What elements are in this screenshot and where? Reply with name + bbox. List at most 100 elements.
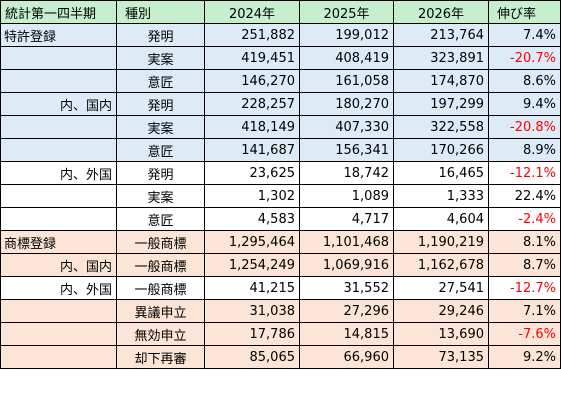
- kind-cell[interactable]: 発明: [116, 92, 205, 116]
- kind-cell[interactable]: 異議申立: [116, 299, 205, 323]
- value-2024-cell[interactable]: 23,625: [204, 161, 300, 185]
- growth-cell[interactable]: -7.6%: [488, 322, 561, 346]
- kind-cell[interactable]: 却下再審: [116, 345, 205, 369]
- kind-cell[interactable]: 発明: [116, 161, 205, 185]
- value-2026-cell[interactable]: 170,266: [393, 138, 489, 162]
- value-2024-cell[interactable]: 418,149: [204, 115, 300, 139]
- growth-cell[interactable]: -12.1%: [488, 161, 561, 185]
- value-2024-cell[interactable]: 1,302: [204, 184, 300, 208]
- group-cell[interactable]: 特許登録: [0, 23, 117, 47]
- growth-cell[interactable]: 9.2%: [488, 345, 561, 369]
- value-2026-cell[interactable]: 213,764: [393, 23, 489, 47]
- table-row: 意匠 146,270 161,058 174,870 8.6%: [0, 69, 561, 93]
- growth-cell[interactable]: 8.6%: [488, 69, 561, 93]
- group-cell[interactable]: [0, 207, 117, 231]
- value-2026-cell[interactable]: 4,604: [393, 207, 489, 231]
- value-2025-cell[interactable]: 66,960: [299, 345, 394, 369]
- header-kind[interactable]: 種別: [116, 0, 205, 24]
- group-cell[interactable]: 内、外国: [0, 161, 117, 185]
- growth-cell[interactable]: 8.7%: [488, 253, 561, 277]
- value-2025-cell[interactable]: 1,101,468: [299, 230, 394, 254]
- value-2025-cell[interactable]: 156,341: [299, 138, 394, 162]
- value-2024-cell[interactable]: 146,270: [204, 69, 300, 93]
- value-2024-cell[interactable]: 419,451: [204, 46, 300, 70]
- kind-cell[interactable]: 実案: [116, 115, 205, 139]
- kind-cell[interactable]: 発明: [116, 23, 205, 47]
- growth-cell[interactable]: -20.7%: [488, 46, 561, 70]
- growth-cell[interactable]: -20.8%: [488, 115, 561, 139]
- value-2024-cell[interactable]: 85,065: [204, 345, 300, 369]
- value-2025-cell[interactable]: 1,069,916: [299, 253, 394, 277]
- value-2026-cell[interactable]: 13,690: [393, 322, 489, 346]
- group-cell[interactable]: [0, 138, 117, 162]
- header-2025[interactable]: 2025年: [299, 0, 394, 24]
- kind-cell[interactable]: 一般商標: [116, 253, 205, 277]
- value-2026-cell[interactable]: 73,135: [393, 345, 489, 369]
- group-cell[interactable]: [0, 299, 117, 323]
- kind-cell[interactable]: 意匠: [116, 138, 205, 162]
- header-2024[interactable]: 2024年: [204, 0, 300, 24]
- value-2025-cell[interactable]: 161,058: [299, 69, 394, 93]
- value-2025-cell[interactable]: 407,330: [299, 115, 394, 139]
- value-2026-cell[interactable]: 322,558: [393, 115, 489, 139]
- kind-cell[interactable]: 意匠: [116, 69, 205, 93]
- value-2025-cell[interactable]: 199,012: [299, 23, 394, 47]
- value-2026-cell[interactable]: 29,246: [393, 299, 489, 323]
- kind-cell[interactable]: 実案: [116, 46, 205, 70]
- value-2024-cell[interactable]: 251,882: [204, 23, 300, 47]
- value-2026-cell[interactable]: 1,190,219: [393, 230, 489, 254]
- growth-cell[interactable]: 8.1%: [488, 230, 561, 254]
- value-2026-cell[interactable]: 323,891: [393, 46, 489, 70]
- group-cell[interactable]: 内、国内: [0, 253, 117, 277]
- table-row: 内、外国 発明 23,625 18,742 16,465 -12.1%: [0, 161, 561, 185]
- group-cell[interactable]: [0, 46, 117, 70]
- header-period[interactable]: 統計第一四半期: [0, 0, 117, 24]
- value-2024-cell[interactable]: 41,215: [204, 276, 300, 300]
- growth-cell[interactable]: 22.4%: [488, 184, 561, 208]
- kind-cell[interactable]: 意匠: [116, 207, 205, 231]
- value-2025-cell[interactable]: 408,419: [299, 46, 394, 70]
- value-2026-cell[interactable]: 1,333: [393, 184, 489, 208]
- kind-cell[interactable]: 無効申立: [116, 322, 205, 346]
- value-2024-cell[interactable]: 4,583: [204, 207, 300, 231]
- group-cell[interactable]: [0, 69, 117, 93]
- value-2024-cell[interactable]: 228,257: [204, 92, 300, 116]
- value-2024-cell[interactable]: 1,295,464: [204, 230, 300, 254]
- growth-cell[interactable]: -12.7%: [488, 276, 561, 300]
- value-2026-cell[interactable]: 197,299: [393, 92, 489, 116]
- group-cell[interactable]: 商標登録: [0, 230, 117, 254]
- value-2025-cell[interactable]: 4,717: [299, 207, 394, 231]
- header-growth[interactable]: 伸び率: [488, 0, 561, 24]
- value-2024-cell[interactable]: 1,254,249: [204, 253, 300, 277]
- value-2025-cell[interactable]: 27,296: [299, 299, 394, 323]
- table-row: 実案 418,149 407,330 322,558 -20.8%: [0, 115, 561, 139]
- value-2024-cell[interactable]: 31,038: [204, 299, 300, 323]
- value-2025-cell[interactable]: 31,552: [299, 276, 394, 300]
- growth-cell[interactable]: 7.1%: [488, 299, 561, 323]
- kind-cell[interactable]: 実案: [116, 184, 205, 208]
- value-2025-cell[interactable]: 180,270: [299, 92, 394, 116]
- group-cell[interactable]: [0, 115, 117, 139]
- group-cell[interactable]: [0, 184, 117, 208]
- value-2025-cell[interactable]: 14,815: [299, 322, 394, 346]
- header-2026[interactable]: 2026年: [393, 0, 489, 24]
- value-2025-cell[interactable]: 1,089: [299, 184, 394, 208]
- value-2026-cell[interactable]: 1,162,678: [393, 253, 489, 277]
- growth-cell[interactable]: 7.4%: [488, 23, 561, 47]
- group-cell[interactable]: [0, 345, 117, 369]
- growth-cell[interactable]: -2.4%: [488, 207, 561, 231]
- growth-cell[interactable]: 8.9%: [488, 138, 561, 162]
- value-2026-cell[interactable]: 16,465: [393, 161, 489, 185]
- table-row: 内、国内 発明 228,257 180,270 197,299 9.4%: [0, 92, 561, 116]
- kind-cell[interactable]: 一般商標: [116, 276, 205, 300]
- growth-cell[interactable]: 9.4%: [488, 92, 561, 116]
- group-cell[interactable]: 内、外国: [0, 276, 117, 300]
- value-2025-cell[interactable]: 18,742: [299, 161, 394, 185]
- value-2024-cell[interactable]: 141,687: [204, 138, 300, 162]
- group-cell[interactable]: [0, 322, 117, 346]
- group-cell[interactable]: 内、国内: [0, 92, 117, 116]
- value-2024-cell[interactable]: 17,786: [204, 322, 300, 346]
- value-2026-cell[interactable]: 27,541: [393, 276, 489, 300]
- value-2026-cell[interactable]: 174,870: [393, 69, 489, 93]
- kind-cell[interactable]: 一般商標: [116, 230, 205, 254]
